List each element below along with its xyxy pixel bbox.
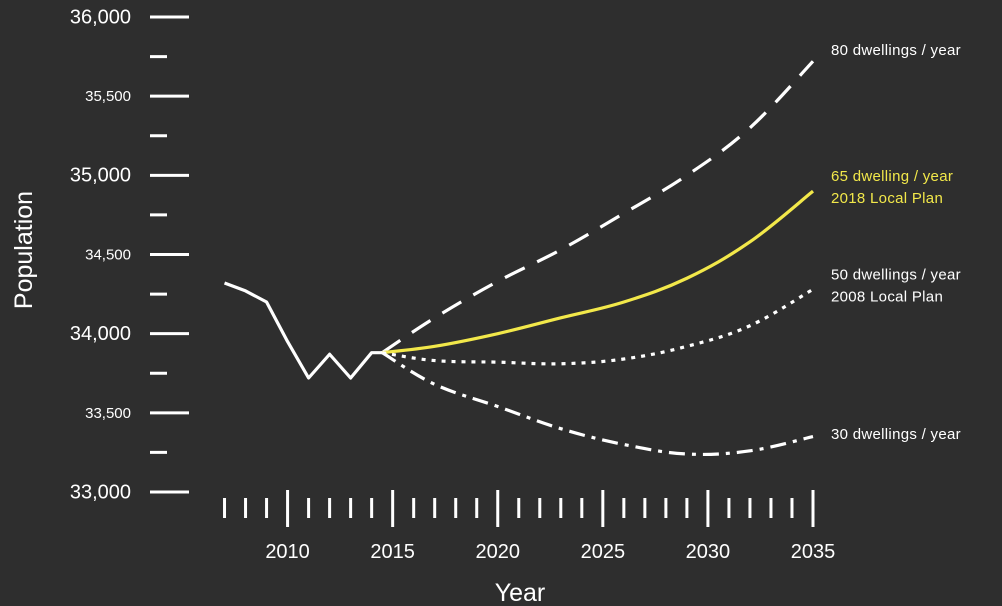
x-tick-label-2010: 2010 <box>265 541 310 563</box>
x-axis: 2010 2015 2020 2025 2030 2035 <box>223 490 836 563</box>
series-label-2018-local-plan: 2018 Local Plan <box>831 190 943 207</box>
x-tick-label-2015: 2015 <box>370 541 415 563</box>
series-label-80-dwellings-year: 80 dwellings / year <box>831 42 961 59</box>
series-line-50-dwellings-year-2008-local-plan <box>381 287 814 366</box>
x-tick-label-2025: 2025 <box>581 541 626 563</box>
y-tick-label-34000: 34,000 <box>70 323 131 345</box>
y-tick-label-36000: 36,000 <box>70 6 131 28</box>
y-axis-title: Population <box>10 191 38 309</box>
x-tick-label-2030: 2030 <box>686 541 731 563</box>
y-axis: 33,000 33,500 34,000 34,500 35,000 35,500 36,0… <box>70 6 189 503</box>
x-tick-label-2035: 2035 <box>791 541 836 563</box>
series-label-2008-local-plan: 2008 Local Plan <box>831 288 943 305</box>
series-label-30-dwellings-year: 30 dwellings / year <box>831 426 961 443</box>
series-layer <box>223 60 815 457</box>
series-labels: 80 dwellings / year 65 dwelling / year 201… <box>831 42 961 443</box>
y-tick-label-33500: 33,500 <box>85 405 131 422</box>
y-tick-label-35000: 35,000 <box>70 165 131 187</box>
series-line-30-dwellings-year <box>381 351 814 457</box>
series-line-65-dwelling-year-2018-local-plan <box>381 189 815 355</box>
x-tick-label-2020: 2020 <box>475 541 520 563</box>
y-tick-label-35500: 35,500 <box>85 88 131 105</box>
y-tick-label-34500: 34,500 <box>85 246 131 263</box>
series-label-50-dwellings-year: 50 dwellings / year <box>831 266 961 283</box>
x-axis-title: Year <box>495 579 546 606</box>
series-line-historical <box>223 281 383 380</box>
series-label-65-dwelling-year: 65 dwelling / year <box>831 168 953 185</box>
y-tick-label-33000: 33,000 <box>70 481 131 503</box>
series-line-80-dwellings-year <box>381 60 815 355</box>
